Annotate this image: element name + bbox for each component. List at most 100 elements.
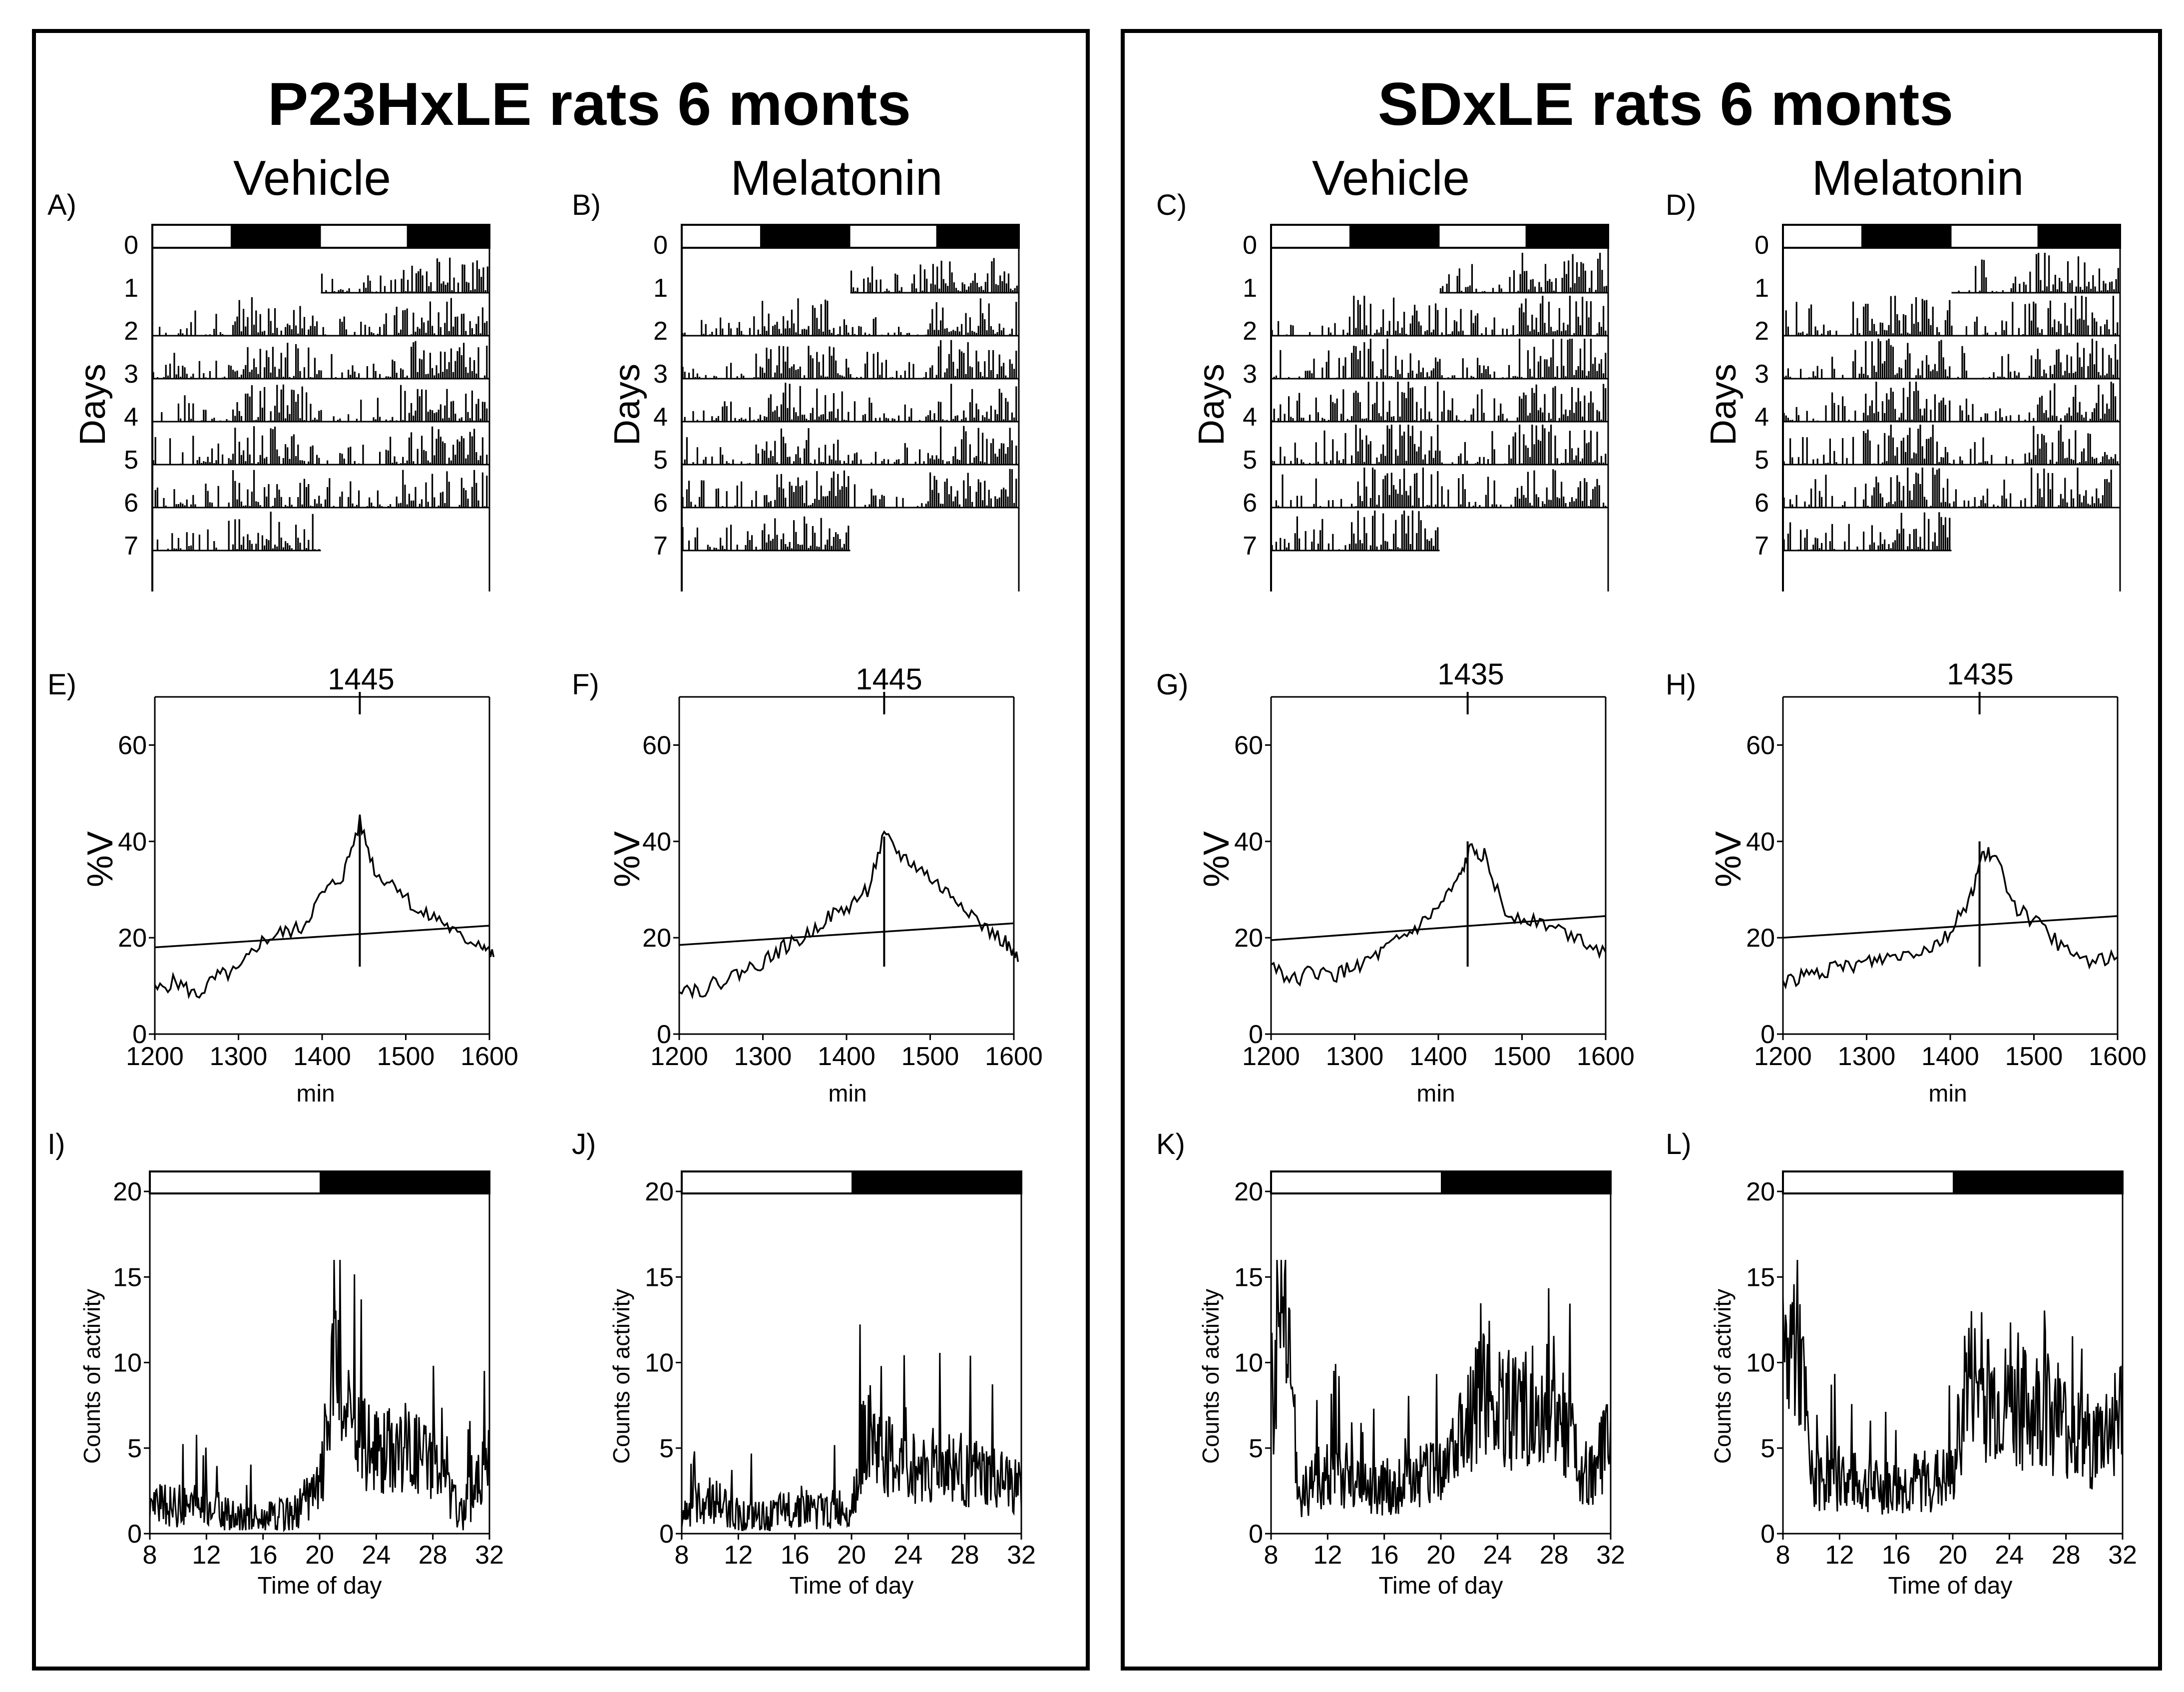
treatment-label-d: Melatonin [1812, 150, 2024, 205]
activity-bars [1271, 425, 1607, 465]
day-tick-label: 7 [653, 532, 668, 561]
x-tick-label: 8 [1264, 1541, 1279, 1570]
group-frame-sd [1121, 29, 2162, 1671]
significance-line [1271, 915, 1606, 941]
y-tick-label: 0 [657, 1020, 671, 1049]
day-tick-label: 7 [1754, 532, 1769, 561]
periodogram-trace [1782, 847, 2119, 990]
actogram-3 [1782, 224, 2121, 591]
panel-label-k: K) [1156, 1128, 1185, 1160]
day-tick-label: 4 [1754, 403, 1769, 432]
profile-xlabel-k: Time of day [1379, 1573, 1503, 1599]
y-tick-label: 40 [1746, 827, 1775, 856]
actogram-0 [151, 224, 490, 591]
activity-bars [1275, 468, 1607, 508]
activity-bars [321, 257, 488, 293]
treatment-label-c: Vehicle [1312, 150, 1470, 205]
activity-bars [682, 298, 1017, 336]
activity-trace [1782, 1259, 2124, 1515]
dark-phase-segment [1349, 225, 1440, 248]
y-tick-label: 40 [118, 827, 147, 856]
x-tick-label: 1600 [1577, 1042, 1635, 1071]
y-tick-label: 20 [645, 1177, 674, 1206]
x-tick-label: 1200 [650, 1042, 708, 1071]
actogram-ylabel-c: Days [1192, 364, 1232, 446]
x-tick-label: 28 [2052, 1541, 2081, 1570]
y-tick-label: 20 [113, 1177, 142, 1206]
activity-bars [850, 258, 1018, 293]
y-tick-label: 15 [1234, 1263, 1263, 1292]
significance-line [1782, 915, 2118, 939]
y-tick-label: 10 [113, 1349, 142, 1378]
periodogram-ylabel-f: %V [607, 831, 647, 887]
day-tick-label: 5 [1243, 446, 1257, 475]
day-tick-label: 5 [1754, 446, 1769, 475]
x-tick-label: 1500 [2005, 1042, 2063, 1071]
y-tick-label: 10 [645, 1349, 674, 1378]
x-tick-label: 24 [1483, 1541, 1512, 1570]
x-tick-label: 1500 [1493, 1042, 1551, 1071]
y-tick-label: 20 [1746, 924, 1775, 953]
peak-label-h: 1435 [1947, 657, 2013, 691]
x-tick-label: 1200 [1242, 1042, 1300, 1071]
y-tick-label: 5 [659, 1434, 674, 1463]
activity-bars [1271, 511, 1439, 551]
day-tick-label: 6 [653, 489, 668, 518]
panel-label-c: C) [1156, 189, 1187, 221]
y-tick-label: 20 [1234, 1177, 1263, 1206]
panel-label-d: D) [1666, 189, 1696, 221]
x-tick-label: 20 [837, 1541, 866, 1570]
y-tick-label: 0 [1760, 1520, 1775, 1549]
dark-phase-segment [760, 225, 851, 248]
activity-trace [1271, 1259, 1612, 1517]
activity-trace [149, 1259, 490, 1533]
x-tick-label: 1500 [901, 1042, 959, 1071]
dark-phase-segment [1441, 1171, 1611, 1193]
periodogram-2 [1265, 692, 1607, 1040]
x-tick-label: 16 [1882, 1541, 1911, 1570]
activity-bars [159, 297, 488, 336]
panel-label-j: J) [572, 1128, 596, 1160]
day-tick-label: 0 [124, 231, 138, 260]
x-tick-label: 1400 [293, 1042, 351, 1071]
x-tick-label: 32 [1007, 1541, 1036, 1570]
day-tick-label: 1 [124, 274, 138, 303]
x-tick-label: 12 [192, 1541, 221, 1570]
day-tick-label: 4 [124, 403, 138, 432]
panel-label-g: G) [1156, 668, 1188, 701]
y-tick-label: 0 [1760, 1020, 1775, 1049]
activity-bars [682, 516, 850, 551]
activity-bars [1439, 253, 1607, 293]
day-tick-label: 5 [124, 446, 138, 475]
x-tick-label: 1300 [210, 1042, 268, 1071]
actogram-2 [1270, 224, 1609, 591]
y-tick-label: 15 [1746, 1263, 1775, 1292]
x-tick-label: 8 [1776, 1541, 1790, 1570]
x-tick-label: 28 [1540, 1541, 1569, 1570]
day-tick-label: 6 [124, 489, 138, 518]
x-tick-label: 1600 [2089, 1042, 2147, 1071]
periodogram-xlabel-g: min [1416, 1081, 1455, 1107]
day-tick-label: 3 [1243, 360, 1257, 389]
profile-2 [1265, 1170, 1612, 1540]
x-tick-label: 1600 [985, 1042, 1043, 1071]
day-tick-label: 2 [1754, 317, 1769, 346]
day-tick-label: 5 [653, 446, 668, 475]
x-tick-label: 32 [475, 1541, 504, 1570]
day-tick-label: 6 [1754, 489, 1769, 518]
x-tick-label: 1400 [818, 1042, 875, 1071]
x-tick-label: 1300 [1838, 1042, 1896, 1071]
day-tick-label: 3 [1754, 360, 1769, 389]
activity-trace [681, 1324, 1022, 1531]
periodogram-ylabel-e: %V [80, 831, 120, 887]
day-tick-label: 0 [1243, 231, 1257, 260]
periodogram-ylabel-g: %V [1197, 831, 1237, 887]
x-tick-label: 20 [1938, 1541, 1967, 1570]
dark-phase-segment [320, 1171, 489, 1193]
periodogram-ylabel-h: %V [1709, 831, 1748, 887]
profile-3 [1777, 1170, 2124, 1540]
activity-bars [1273, 339, 1607, 379]
day-tick-label: 3 [124, 360, 138, 389]
actogram-ylabel-d: Days [1704, 364, 1744, 446]
y-tick-label: 0 [127, 1520, 142, 1549]
